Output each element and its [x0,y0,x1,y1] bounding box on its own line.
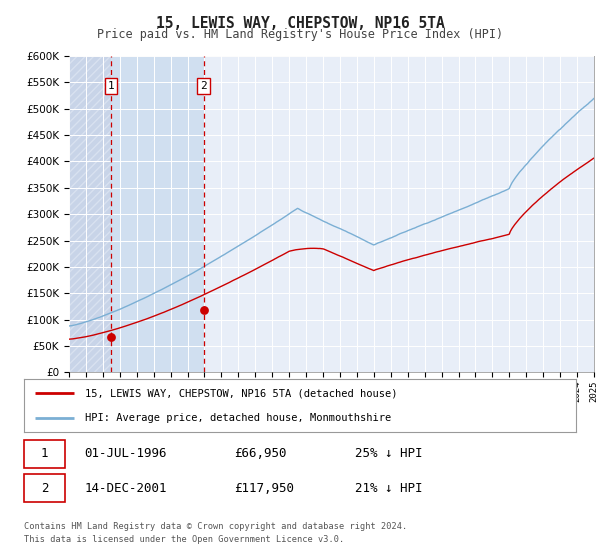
Point [107,333,116,342]
FancyBboxPatch shape [24,440,65,468]
Text: 21% ↓ HPI: 21% ↓ HPI [355,482,422,494]
Text: 1: 1 [108,81,115,91]
Bar [69,56,112,372]
Text: £117,950: £117,950 [234,482,294,494]
Text: Contains HM Land Registry data © Crown copyright and database right 2024.: Contains HM Land Registry data © Crown c… [24,522,407,531]
Point [199,306,208,315]
Text: £66,950: £66,950 [234,447,286,460]
Text: 15, LEWIS WAY, CHEPSTOW, NP16 5TA (detached house): 15, LEWIS WAY, CHEPSTOW, NP16 5TA (detac… [85,389,397,399]
Text: Price paid vs. HM Land Registry's House Price Index (HPI): Price paid vs. HM Land Registry's House … [97,28,503,41]
Bar [69,56,112,372]
Text: HPI: Average price, detached house, Monmouthshire: HPI: Average price, detached house, Monm… [85,413,391,423]
Text: 01-JUL-1996: 01-JUL-1996 [85,447,167,460]
Text: 14-DEC-2001: 14-DEC-2001 [85,482,167,494]
FancyBboxPatch shape [24,474,65,502]
Text: 15, LEWIS WAY, CHEPSTOW, NP16 5TA: 15, LEWIS WAY, CHEPSTOW, NP16 5TA [155,16,445,31]
Bar [112,56,203,372]
Text: 1: 1 [41,447,49,460]
Text: 2: 2 [200,81,207,91]
Text: 25% ↓ HPI: 25% ↓ HPI [355,447,422,460]
Text: 2: 2 [41,482,49,494]
Text: This data is licensed under the Open Government Licence v3.0.: This data is licensed under the Open Gov… [24,535,344,544]
